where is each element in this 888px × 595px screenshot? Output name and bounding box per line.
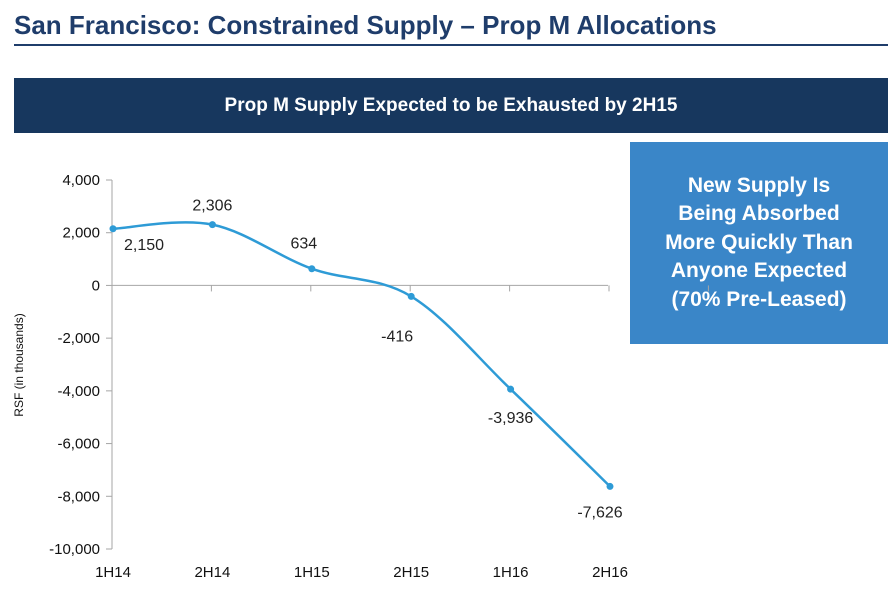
x-tick-label: 2H14 xyxy=(194,564,230,581)
y-tick-label: 4,000 xyxy=(62,172,100,189)
data-label: -416 xyxy=(381,328,413,345)
data-point xyxy=(606,482,614,490)
data-label: 634 xyxy=(290,236,317,253)
title-divider xyxy=(14,44,888,46)
callout-line: More Quickly Than xyxy=(665,230,853,254)
x-tick-label: 1H16 xyxy=(493,564,529,581)
data-point xyxy=(308,265,316,273)
x-tick-label: 2H16 xyxy=(592,564,628,581)
y-tick-label: -8,000 xyxy=(57,488,100,505)
page-title: San Francisco: Constrained Supply – Prop… xyxy=(14,10,717,40)
x-tick-label: 1H15 xyxy=(294,564,330,581)
callout-line: (70% Pre-Leased) xyxy=(671,287,847,311)
banner-text: Prop M Supply Expected to be Exhausted b… xyxy=(224,94,678,116)
y-tick-label: 0 xyxy=(92,277,100,294)
y-axis-title: RSF (in thousands) xyxy=(12,313,26,416)
callout-line: New Supply Is xyxy=(687,173,831,197)
y-tick-label: -10,000 xyxy=(49,541,100,558)
data-label: 2,306 xyxy=(192,198,232,215)
data-label: -3,936 xyxy=(488,410,533,427)
chart-banner: Prop M Supply Expected to be Exhausted b… xyxy=(14,78,888,133)
data-point xyxy=(407,292,415,300)
callout-box: New Supply Is Being Absorbed More Quickl… xyxy=(630,142,888,344)
data-point xyxy=(507,385,515,393)
y-tick-label: 2,000 xyxy=(62,225,100,242)
data-point xyxy=(109,225,117,233)
data-label: -7,626 xyxy=(577,504,622,521)
callout-line: Anyone Expected xyxy=(670,259,848,283)
data-point xyxy=(208,221,216,229)
series-line xyxy=(112,221,611,488)
y-tick-label: -4,000 xyxy=(57,383,100,400)
y-tick-label: -6,000 xyxy=(57,436,100,453)
callout-line: Being Absorbed xyxy=(678,202,840,226)
x-tick-label: 1H14 xyxy=(95,564,131,581)
y-tick-label: -2,000 xyxy=(57,330,100,347)
data-label: 2,150 xyxy=(124,237,164,254)
x-tick-label: 2H15 xyxy=(393,564,429,581)
